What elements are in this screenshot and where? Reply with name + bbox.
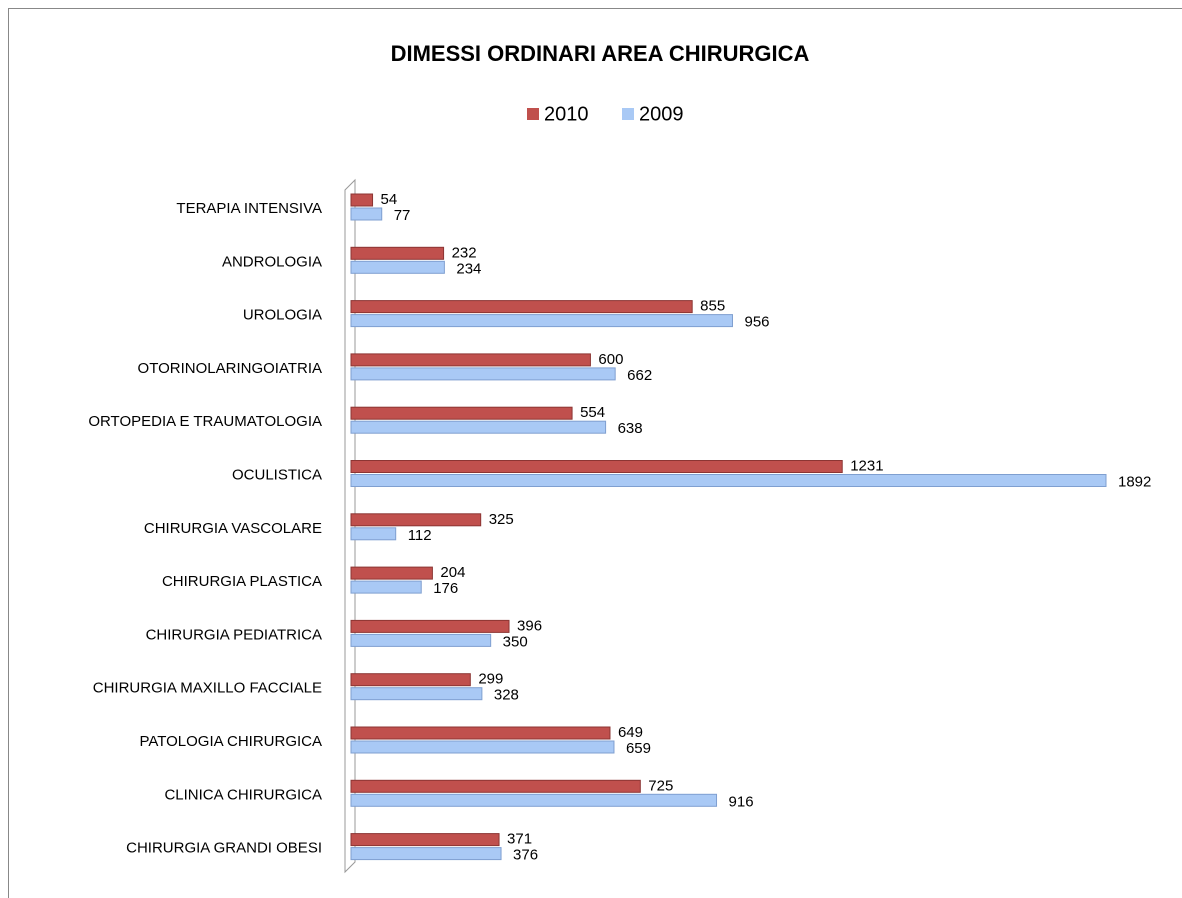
bar (350, 314, 733, 328)
legend-swatch (527, 108, 539, 120)
bar (350, 193, 374, 207)
bar (350, 367, 616, 381)
bar (350, 474, 1107, 487)
bar (350, 580, 422, 594)
bar (350, 687, 483, 701)
data-label: 299 (478, 671, 503, 688)
bar (350, 833, 500, 847)
bar (350, 740, 615, 754)
bar (350, 246, 445, 260)
data-label: 725 (648, 777, 673, 794)
y-tick-label: ORTOPEDIA E TRAUMATOLOGIA (88, 413, 322, 430)
data-label: 396 (517, 617, 542, 634)
bar (350, 779, 641, 793)
y-tick-label: UROLOGIA (243, 307, 322, 324)
bar (350, 847, 502, 861)
data-label: 956 (744, 314, 769, 331)
bar (350, 353, 591, 367)
y-tick-label: CLINICA CHIRURGICA (164, 786, 322, 803)
y-tick-label: CHIRURGIA GRANDI OBESI (126, 840, 322, 857)
bar (350, 793, 718, 807)
bar (350, 460, 843, 473)
bar (350, 726, 611, 740)
data-label: 659 (626, 740, 651, 757)
data-label: 325 (489, 511, 514, 528)
bar (350, 406, 573, 420)
data-label: 916 (729, 793, 754, 810)
data-label: 1231 (850, 457, 883, 474)
data-label: 328 (494, 687, 519, 704)
data-label: 638 (618, 420, 643, 437)
data-label: 54 (381, 191, 398, 208)
data-label: 350 (503, 633, 528, 650)
y-tick-label: CHIRURGIA PEDIATRICA (146, 626, 322, 643)
chart-title: DIMESSI ORDINARI AREA CHIRURGICA (391, 41, 810, 66)
chart-frame (8, 8, 1182, 898)
data-label: 662 (627, 367, 652, 384)
data-label: 376 (513, 847, 538, 864)
y-tick-label: CHIRURGIA VASCOLARE (144, 520, 322, 537)
bar (350, 420, 607, 434)
legend-label: 2009 (639, 103, 684, 125)
data-label: 232 (452, 244, 477, 261)
legend-swatch (622, 108, 634, 120)
bar (350, 619, 510, 633)
bar (350, 513, 482, 527)
data-label: 649 (618, 724, 643, 741)
bar (350, 566, 433, 580)
bar (350, 300, 693, 314)
y-tick-label: ANDROLOGIA (222, 253, 322, 270)
data-label: 855 (700, 298, 725, 315)
y-tick-label: CHIRURGIA MAXILLO FACCIALE (93, 680, 322, 697)
bar (350, 673, 471, 687)
bar (350, 260, 445, 274)
bar (350, 207, 383, 221)
data-label: 371 (507, 831, 532, 848)
data-label: 234 (456, 260, 481, 277)
y-tick-label: CHIRURGIA PLASTICA (162, 573, 322, 590)
data-label: 204 (440, 564, 465, 581)
y-tick-label: OCULISTICA (232, 466, 322, 483)
y-tick-label: TERAPIA INTENSIVA (176, 200, 322, 217)
data-label: 176 (433, 580, 458, 597)
data-label: 554 (580, 404, 605, 421)
data-label: 112 (408, 527, 432, 544)
data-label: 600 (598, 351, 623, 368)
data-label: 77 (394, 207, 411, 224)
bar (350, 633, 492, 647)
data-label: 1892 (1118, 473, 1151, 490)
y-tick-label: PATOLOGIA CHIRURGICA (139, 733, 322, 750)
bar (350, 527, 397, 541)
legend-label: 2010 (544, 103, 589, 125)
y-tick-label: OTORINOLARINGOIATRIA (138, 360, 322, 377)
